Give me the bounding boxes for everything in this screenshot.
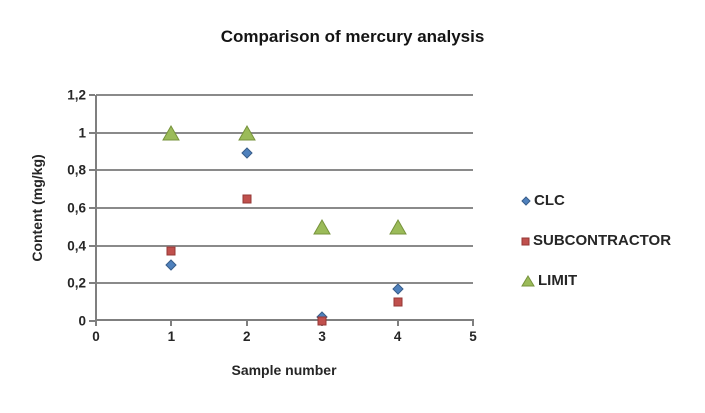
x-tickmark xyxy=(396,321,399,326)
y-axis-title: Content (mg/kg) xyxy=(29,154,45,262)
y-tickmark xyxy=(89,282,95,285)
y-tickmark xyxy=(89,131,95,134)
legend: CLC SUBCONTRACTOR LIMIT xyxy=(521,0,705,413)
marker-limit-sample-4 xyxy=(388,218,407,235)
y-tick-label: 0,8 xyxy=(67,162,86,178)
legend-item-clc: CLC xyxy=(521,193,565,209)
gridline-y-0,6 xyxy=(96,207,473,209)
y-axis-line xyxy=(95,95,97,326)
y-tickmark xyxy=(89,320,95,322)
y-tickmark xyxy=(89,244,95,247)
x-tick-label: 2 xyxy=(243,329,251,344)
x-tick-label: 5 xyxy=(469,329,477,344)
x-tick-label: 0 xyxy=(92,329,100,344)
x-tick-label: 3 xyxy=(318,329,326,344)
gridline-y-1 xyxy=(96,131,473,134)
triangle-icon xyxy=(521,275,535,287)
x-tick-label: 4 xyxy=(393,329,402,344)
marker-subcontractor-sample-1 xyxy=(166,246,176,256)
y-tick-label: 0 xyxy=(78,313,86,329)
marker-subcontractor-sample-3 xyxy=(317,316,327,326)
plot-area: 0 0,2 0,4 0,6 0,8 1 1,2 0 1 2 3 4 5 xyxy=(67,88,477,345)
marker-limit-sample-1 xyxy=(162,124,181,141)
gridline-y-0,4 xyxy=(96,244,473,247)
y-tickmark xyxy=(89,207,95,209)
marker-subcontractor-sample-2 xyxy=(242,194,252,204)
legend-label: CLC xyxy=(534,192,565,209)
x-tickmark xyxy=(472,321,474,326)
marker-limit-sample-3 xyxy=(313,218,332,235)
gridline-y-0,2 xyxy=(96,282,473,285)
y-tickmark xyxy=(89,169,95,172)
chart-title: Comparison of mercury analysis xyxy=(220,27,485,46)
y-tick-label: 0,6 xyxy=(67,200,86,216)
marker-subcontractor-sample-4 xyxy=(393,297,403,307)
legend-item-subcontractor: SUBCONTRACTOR xyxy=(521,233,671,249)
legend-label: SUBCONTRACTOR xyxy=(533,232,672,249)
x-axis-line xyxy=(95,319,474,321)
legend-label: LIMIT xyxy=(538,272,578,289)
x-tick-label: 1 xyxy=(167,329,176,344)
square-icon xyxy=(521,237,530,246)
diamond-icon xyxy=(521,196,531,206)
y-tick-label: 0,4 xyxy=(67,238,86,254)
x-tickmark xyxy=(170,321,173,326)
legend-item-limit: LIMIT xyxy=(521,273,577,289)
marker-clc-sample-1 xyxy=(165,258,178,271)
marker-clc-sample-2 xyxy=(241,147,253,160)
x-tickmark xyxy=(245,321,248,326)
marker-clc-sample-4 xyxy=(391,283,404,295)
gridline-y-1,2 xyxy=(96,94,473,96)
y-tickmark xyxy=(89,94,95,96)
gridline-y-0,8 xyxy=(96,169,473,172)
x-axis-title: Sample number xyxy=(231,362,337,378)
y-tick-label: 0,2 xyxy=(67,275,86,291)
y-tick-label: 1,2 xyxy=(67,87,86,103)
y-tick-label: 1 xyxy=(78,125,86,141)
marker-limit-sample-2 xyxy=(237,124,256,141)
